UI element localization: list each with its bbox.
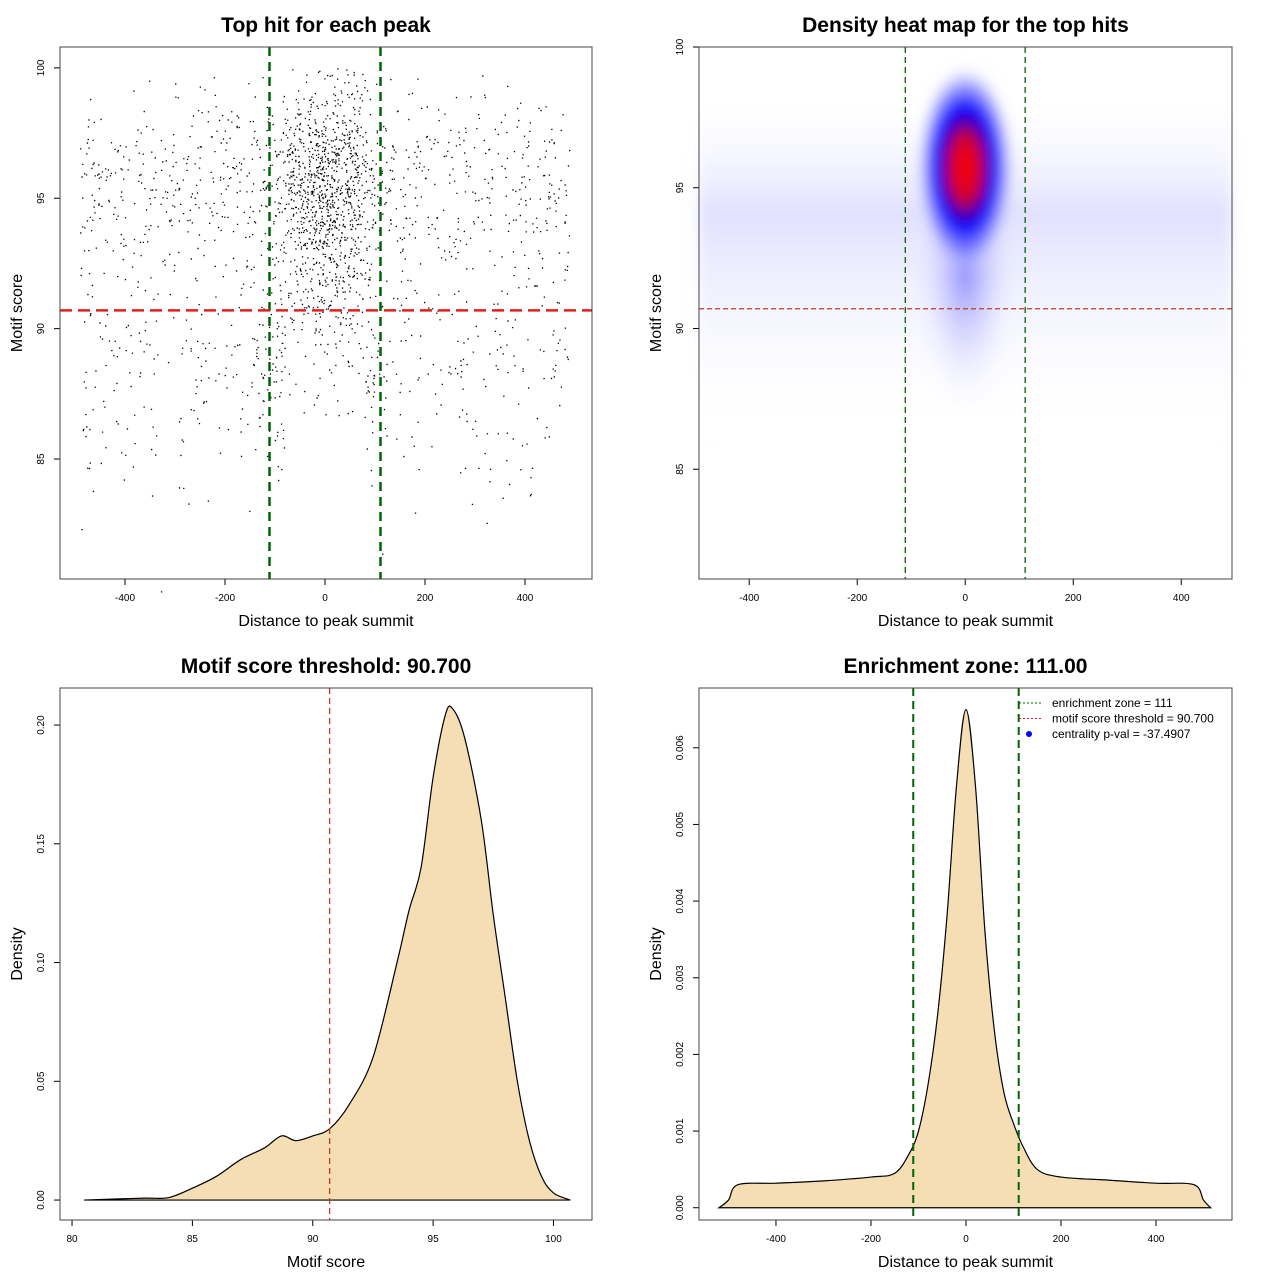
x-tick-label: 200 (1065, 593, 1082, 604)
y-tick-label: 0.005 (675, 812, 686, 837)
chart-title: Top hit for each peak (221, 14, 431, 37)
x-tick-label: 85 (187, 1234, 199, 1245)
heatmap-peak (915, 63, 1016, 274)
x-axis-label: Distance to peak summit (878, 613, 1054, 630)
y-tick-label: 0.001 (675, 1118, 686, 1143)
chart-title: Motif score threshold: 90.700 (181, 655, 472, 678)
x-axis-label: Distance to peak summit (878, 1254, 1054, 1271)
x-tick-label: -400 (766, 1234, 786, 1245)
y-tick-label: 100 (675, 38, 686, 55)
y-axis-label: Density (9, 927, 26, 980)
y-tick-label: 95 (36, 192, 47, 204)
y-tick-label: 85 (675, 463, 686, 475)
legend-label: enrichment zone = 111 (1052, 696, 1173, 710)
x-tick-label: 80 (66, 1234, 78, 1245)
x-tick-label: 90 (307, 1234, 319, 1245)
y-tick-label: 0.003 (675, 965, 686, 990)
plot-frame (59, 687, 593, 1221)
panel-distance-density: Enrichment zone: 111.00 Distance to peak … (648, 655, 1233, 1271)
panel-scatter: Top hit for each peak Distance to peak su… (9, 14, 593, 630)
chart-title: Enrichment zone: 111.00 (844, 655, 1088, 678)
legend-point-icon (1026, 731, 1032, 737)
x-tick-label: 0 (963, 1234, 969, 1245)
x-tick-label: -200 (847, 593, 867, 604)
y-tick-label: 95 (675, 182, 686, 194)
density-area (717, 708, 1212, 1209)
legend: enrichment zone = 111 motif score thresho… (1019, 696, 1214, 741)
x-tick-label: -200 (861, 1234, 881, 1245)
plot-frame (698, 687, 1233, 1221)
panel-score-density: Motif score threshold: 90.700 Motif score… (9, 655, 593, 1271)
density-area (84, 705, 571, 1201)
plot-frame (59, 46, 593, 580)
y-tick-label: 0.006 (675, 735, 686, 760)
x-tick-label: 0 (962, 593, 968, 604)
y-tick-label: 0.000 (675, 1195, 686, 1220)
x-tick-label: 200 (417, 593, 434, 604)
chart-title: Density heat map for the top hits (802, 14, 1129, 37)
x-tick-label: -400 (115, 593, 135, 604)
y-axis-label: Motif score (9, 274, 26, 352)
y-tick-label: 0.10 (36, 952, 47, 972)
legend-label: motif score threshold = 90.700 (1052, 712, 1214, 726)
x-tick-label: 95 (428, 1234, 440, 1245)
x-tick-label: 100 (545, 1234, 562, 1245)
y-tick-label: 0.002 (675, 1041, 686, 1066)
y-tick-label: 90 (36, 323, 47, 335)
y-tick-label: 0.004 (675, 888, 686, 913)
y-axis-label: Density (648, 927, 665, 980)
x-axis-label: Motif score (287, 1254, 365, 1271)
y-tick-label: 0.00 (36, 1190, 47, 1210)
x-tick-label: 400 (1173, 593, 1190, 604)
y-tick-label: 0.15 (36, 834, 47, 854)
x-tick-label: 200 (1053, 1234, 1070, 1245)
x-axis-label: Distance to peak summit (238, 613, 414, 630)
x-tick-label: -400 (739, 593, 759, 604)
plot-frame (698, 46, 1233, 580)
panel-heatmap: Density heat map for the top hits Distanc… (648, 14, 1233, 630)
y-tick-label: 0.20 (36, 715, 47, 735)
x-tick-label: 0 (322, 593, 328, 604)
y-tick-label: 0.05 (36, 1071, 47, 1091)
scatter-point (80, 68, 571, 593)
legend-label: centrality p-val = -37.4907 (1052, 727, 1191, 741)
heatmap-cells (699, 63, 1232, 442)
x-tick-label: 400 (1148, 1234, 1165, 1245)
y-axis-label: Motif score (648, 274, 665, 352)
x-tick-label: -200 (215, 593, 235, 604)
scatter-points (80, 68, 571, 593)
x-tick-label: 400 (517, 593, 534, 604)
y-tick-label: 85 (36, 453, 47, 465)
y-tick-label: 90 (675, 322, 686, 334)
y-tick-label: 100 (36, 59, 47, 76)
